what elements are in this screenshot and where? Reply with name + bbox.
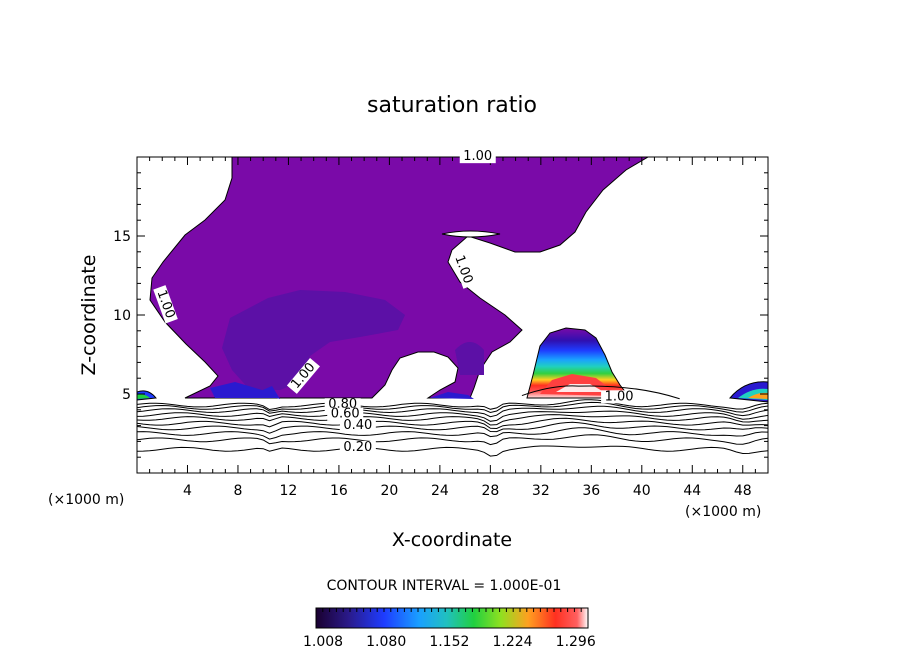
- contour-line: [137, 399, 768, 411]
- chart-title: saturation ratio: [367, 93, 537, 118]
- x-tick-label: 32: [532, 483, 550, 499]
- contour-label-bg: [153, 285, 178, 324]
- hole: [441, 230, 501, 238]
- y-tick-label: 15: [113, 229, 131, 245]
- contour-line: [521, 385, 680, 400]
- x-axis-ticks: 4 8 12 16 20 24 28 32 36 40 44 48: [149, 157, 756, 499]
- contour-line: [137, 421, 768, 434]
- base-spot-1: [210, 382, 280, 398]
- contour-label-bg: [339, 418, 376, 432]
- y-axis-label: Z-coordinate: [78, 255, 100, 376]
- contour-lines: [137, 385, 768, 457]
- x-tick-label: 4: [183, 483, 192, 499]
- contour-label: 0.20: [343, 440, 372, 455]
- contour-labels: 1.001.001.001.001.000.800.600.400.20: [153, 149, 638, 455]
- contour-label-bg: [459, 150, 496, 164]
- contour-label-bg: [327, 407, 364, 421]
- contour-label-bg: [339, 440, 376, 454]
- x-axis-label: X-coordinate: [392, 529, 512, 551]
- contour-label-bg: [601, 390, 638, 404]
- contour-line: [137, 417, 768, 430]
- contour-line: [137, 445, 768, 457]
- contour-label-bg: [286, 357, 320, 394]
- contour-line: [137, 434, 768, 446]
- contour-label: 1.00: [463, 149, 492, 164]
- contour-interval: CONTOUR INTERVAL = 1.000E-01: [327, 578, 562, 594]
- contour-line: [137, 405, 768, 418]
- colorbar-ticks: 1.008 1.080 1.152 1.224 1.296: [303, 608, 596, 650]
- contour-line: [137, 427, 768, 440]
- contour-line: [137, 410, 768, 422]
- colorbar-tick-label: 1.296: [556, 634, 596, 650]
- x-tick-label: 24: [431, 483, 449, 499]
- x-tick-label: 20: [380, 483, 398, 499]
- base-spot-2: [430, 392, 474, 399]
- contour-label: 0.60: [331, 407, 360, 422]
- x-tick-label: 16: [330, 483, 348, 499]
- column: [455, 342, 484, 375]
- contour-line: [137, 414, 768, 426]
- colorbar-tick-label: 1.080: [366, 634, 406, 650]
- contour-label: 1.00: [605, 389, 634, 404]
- colorbar-tick-label: 1.224: [492, 634, 532, 650]
- x-unit-left: (×1000 m): [48, 492, 124, 508]
- x-unit-right: (×1000 m): [685, 504, 761, 520]
- x-tick-label: 40: [633, 483, 651, 499]
- contour-line: [137, 401, 768, 414]
- filled-contours: [137, 157, 768, 403]
- colorbar-tick-label: 1.008: [303, 634, 343, 650]
- base-spot-3: [258, 386, 280, 399]
- y-tick-label: 10: [113, 308, 131, 324]
- x-tick-label: 48: [734, 483, 752, 499]
- contour-label: 0.40: [343, 418, 372, 433]
- contour-label-bg: [451, 250, 476, 289]
- x-tick-label: 36: [582, 483, 600, 499]
- y-tick-label: 5: [122, 387, 131, 403]
- x-tick-label: 8: [233, 483, 242, 499]
- colorbar-tick-label: 1.152: [429, 634, 469, 650]
- x-tick-label: 28: [481, 483, 499, 499]
- y-axis-ticks: 5 10 15: [113, 172, 768, 458]
- x-tick-label: 12: [280, 483, 298, 499]
- x-tick-label: 44: [683, 483, 701, 499]
- inner-band: [222, 290, 405, 390]
